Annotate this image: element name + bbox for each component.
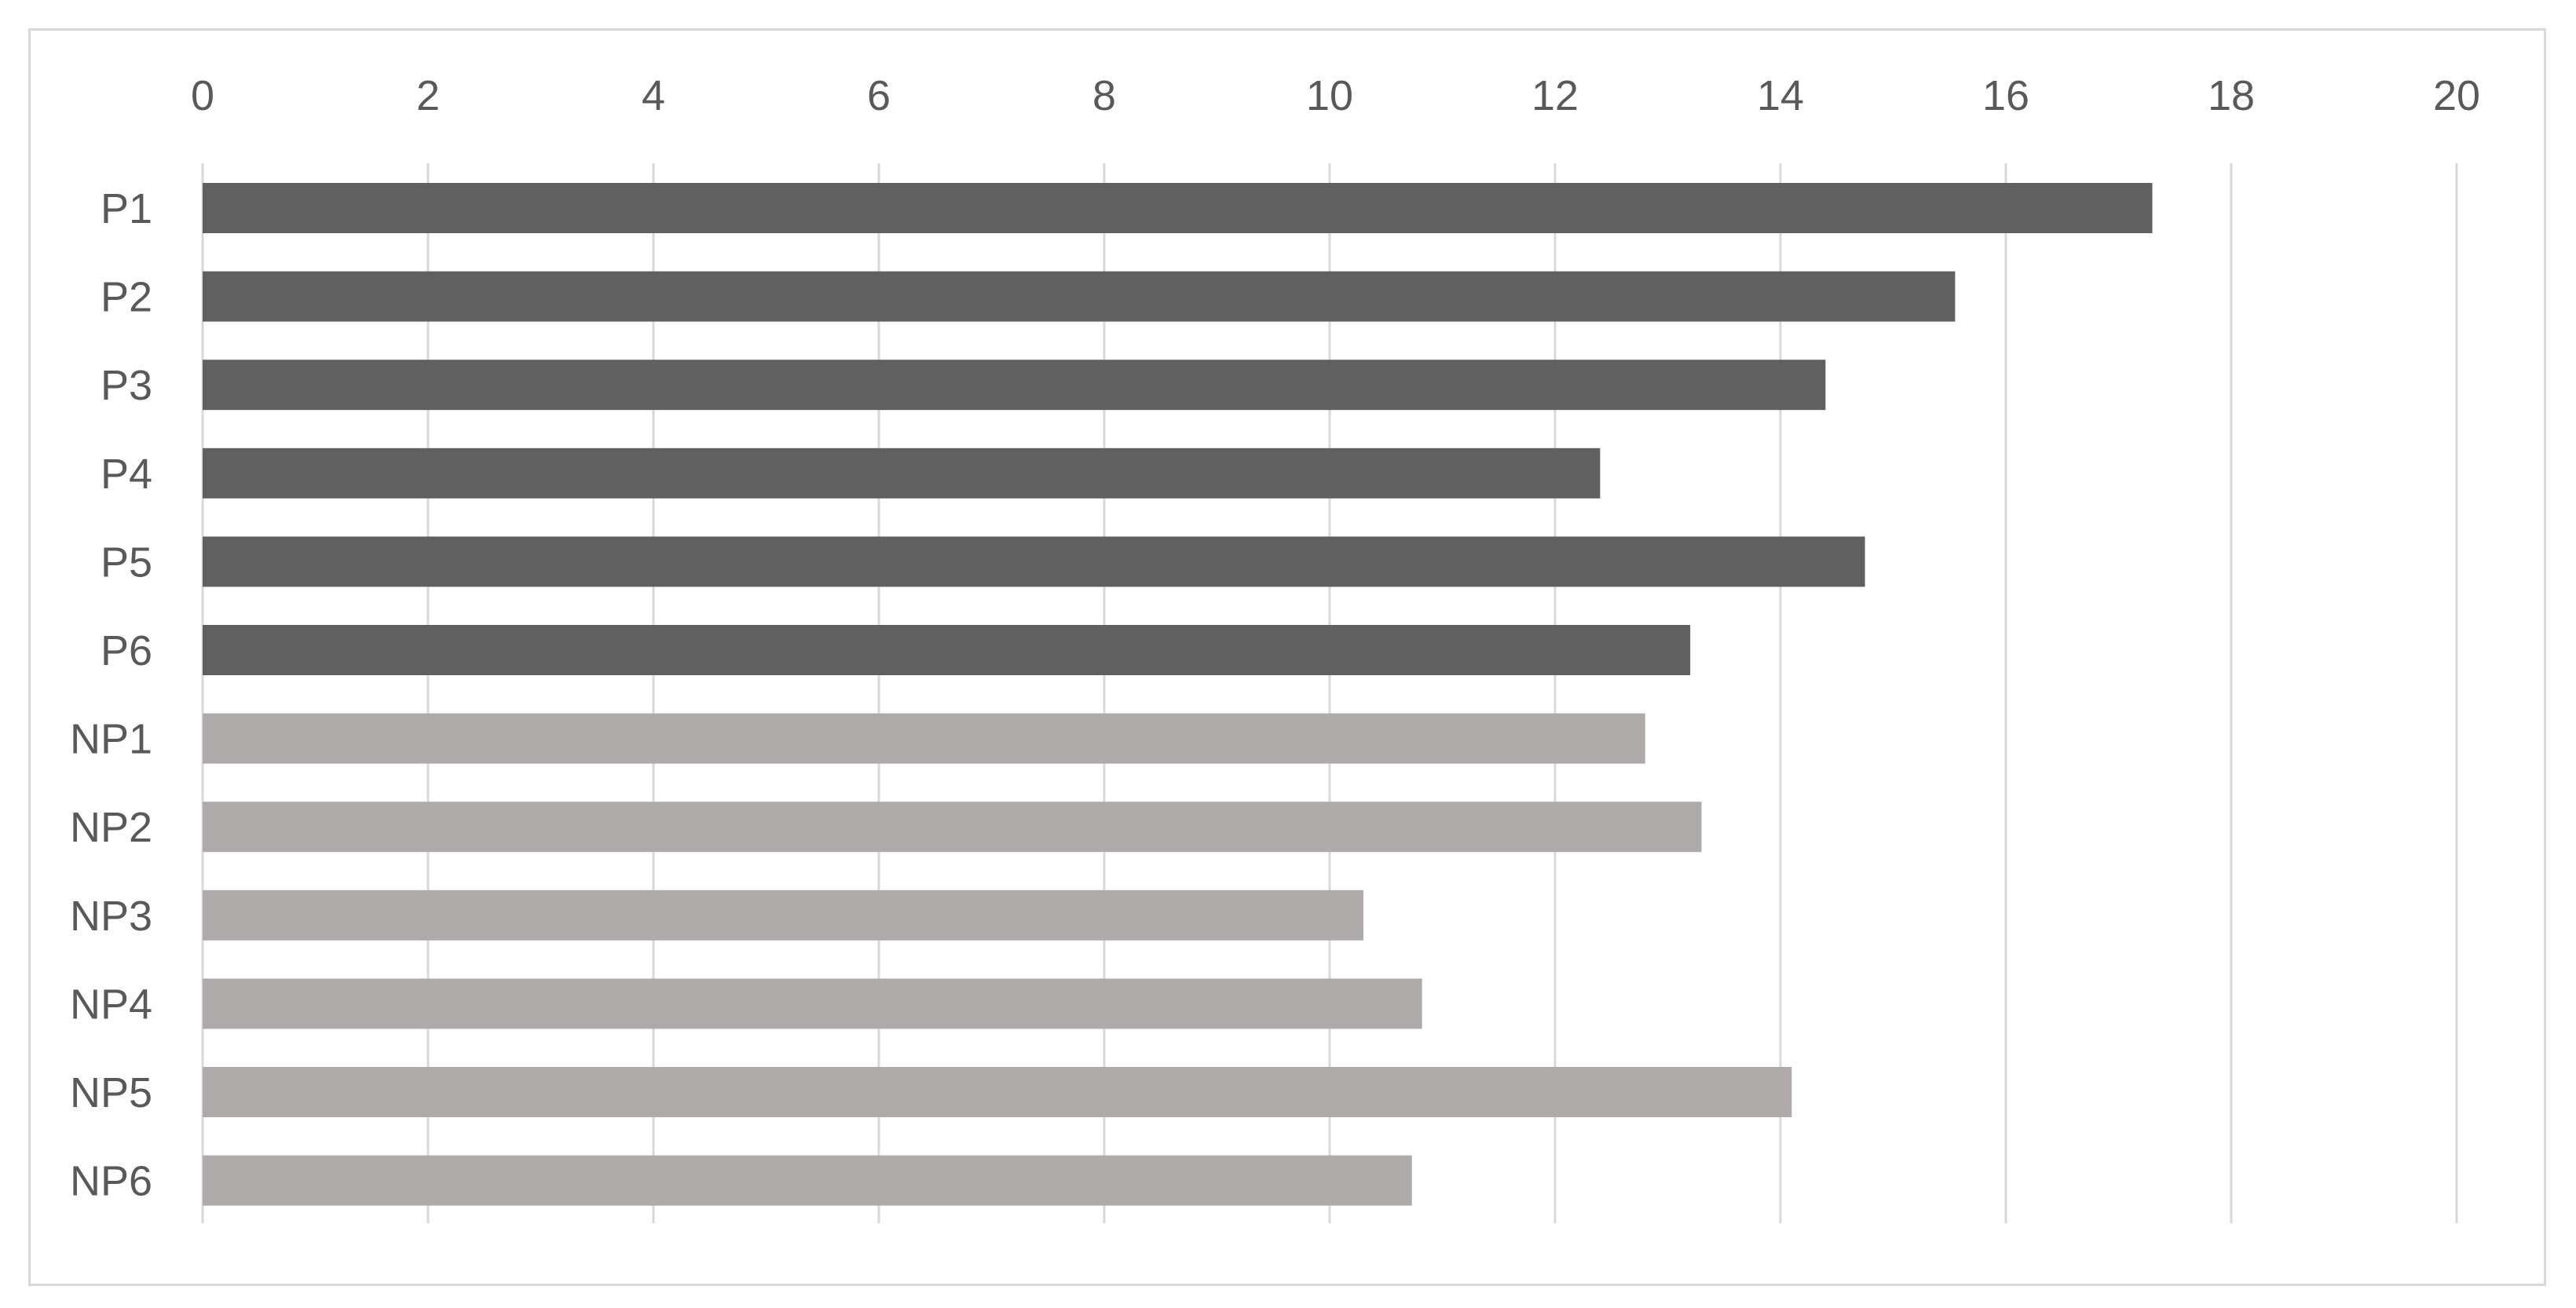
x-tick-label: 16 bbox=[1982, 72, 2029, 119]
category-label-p4: P4 bbox=[101, 451, 152, 498]
x-tick-label: 4 bbox=[642, 72, 665, 119]
x-tick-label: 10 bbox=[1306, 72, 1353, 119]
category-label-np1: NP1 bbox=[70, 716, 152, 763]
x-tick-label: 2 bbox=[416, 72, 440, 119]
x-tick-label: 8 bbox=[1092, 72, 1116, 119]
bar-p1 bbox=[203, 183, 2153, 233]
bar-p5 bbox=[203, 536, 1865, 587]
category-label-np6: NP6 bbox=[70, 1158, 152, 1205]
category-label-np5: NP5 bbox=[70, 1069, 152, 1116]
x-tick-label: 6 bbox=[867, 72, 891, 119]
y-axis-categories: P1 P2 P3 P4 P5 P6 NP1 NP2 NP3 NP4 NP5 NP6 bbox=[70, 185, 152, 1205]
x-tick-label: 20 bbox=[2433, 72, 2480, 119]
bar-p4 bbox=[203, 448, 1601, 499]
x-tick-label: 18 bbox=[2208, 72, 2255, 119]
bars bbox=[203, 183, 2153, 1206]
bar-np4 bbox=[203, 978, 1422, 1029]
bar-np5 bbox=[203, 1067, 1792, 1117]
bar-p2 bbox=[203, 271, 1956, 322]
category-label-np3: NP3 bbox=[70, 893, 152, 940]
bar-p3 bbox=[203, 360, 1826, 411]
bar-np2 bbox=[203, 802, 1702, 853]
x-tick-label: 0 bbox=[191, 72, 214, 119]
x-tick-label: 12 bbox=[1531, 72, 1579, 119]
bar-np6 bbox=[203, 1155, 1412, 1206]
category-label-p3: P3 bbox=[101, 362, 152, 409]
category-label-np4: NP4 bbox=[70, 981, 152, 1028]
x-axis-ticks: 0 2 4 6 8 10 12 14 16 18 20 bbox=[191, 72, 2480, 119]
category-label-p2: P2 bbox=[101, 274, 152, 321]
x-tick-label: 14 bbox=[1757, 72, 1804, 119]
category-label-p1: P1 bbox=[101, 185, 152, 232]
category-label-p5: P5 bbox=[101, 539, 152, 586]
bar-np1 bbox=[203, 713, 1645, 764]
bar-np3 bbox=[203, 890, 1364, 941]
category-label-np2: NP2 bbox=[70, 804, 152, 851]
bar-p6 bbox=[203, 625, 1691, 675]
category-label-p6: P6 bbox=[101, 627, 152, 674]
gridlines bbox=[201, 163, 2458, 1223]
